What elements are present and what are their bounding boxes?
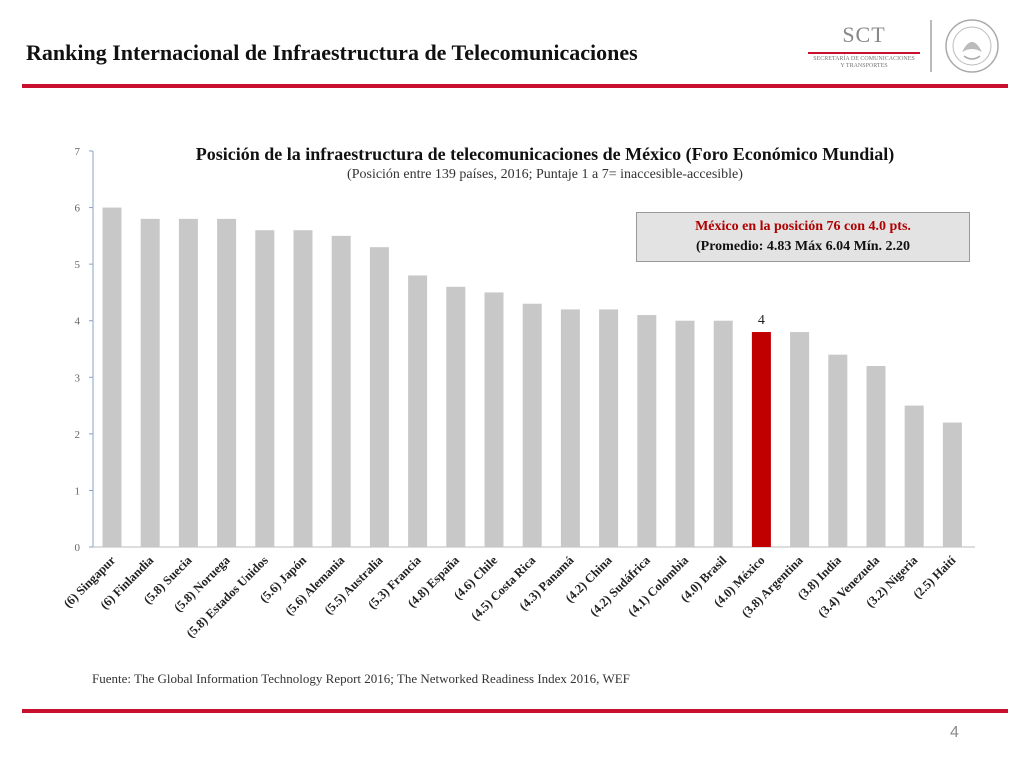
bar bbox=[942, 422, 962, 547]
data-label: 4 bbox=[758, 313, 765, 328]
callout-line-1: México en la posición 76 con 4.0 pts. bbox=[695, 219, 911, 234]
sct-logo: SCT SECRETARÍA DE COMUNICACIONES Y TRANS… bbox=[808, 22, 920, 74]
callout-line-2: (Promedio: 4.83 Máx 6.04 Mín. 2.20 bbox=[696, 239, 910, 254]
sct-logo-subtitle-2: Y TRANSPORTES bbox=[840, 63, 888, 69]
x-tick-label: (2.5) Haití bbox=[910, 553, 959, 602]
footer-rule bbox=[22, 709, 1008, 713]
bar-highlight bbox=[751, 332, 771, 547]
sct-logo-subtitle-1: SECRETARÍA DE COMUNICACIONES bbox=[813, 56, 915, 62]
y-tick-label: 5 bbox=[75, 259, 81, 271]
bar bbox=[102, 207, 122, 548]
national-seal-icon bbox=[945, 19, 999, 73]
sct-logo-text: SCT bbox=[842, 22, 886, 47]
page-number: 4 bbox=[950, 724, 959, 741]
bar bbox=[369, 247, 389, 547]
bar bbox=[178, 218, 198, 547]
y-tick-label: 0 bbox=[75, 542, 81, 554]
bar bbox=[331, 235, 351, 547]
sct-logo-rule bbox=[808, 52, 920, 54]
bar bbox=[904, 405, 924, 547]
sct-logo-subtitle: SECRETARÍA DE COMUNICACIONES Y TRANSPORT… bbox=[808, 56, 920, 70]
mexico-callout-box: México en la posición 76 con 4.0 pts. (P… bbox=[636, 212, 970, 262]
bar bbox=[675, 320, 695, 547]
bar bbox=[293, 230, 313, 547]
source-note: Fuente: The Global Information Technolog… bbox=[92, 671, 630, 686]
chart-title: Posición de la infraestructura de teleco… bbox=[195, 144, 895, 164]
bar bbox=[713, 320, 733, 547]
bar bbox=[408, 275, 428, 547]
header-rule bbox=[22, 84, 1008, 88]
bar bbox=[637, 315, 657, 547]
bar bbox=[522, 303, 542, 547]
bar bbox=[866, 365, 886, 547]
y-tick-label: 7 bbox=[75, 146, 81, 158]
slide-title: Ranking Internacional de Infraestructura… bbox=[26, 40, 638, 65]
bar bbox=[484, 292, 504, 547]
y-tick-label: 3 bbox=[75, 372, 81, 384]
bar bbox=[446, 286, 466, 547]
y-tick-label: 1 bbox=[75, 485, 81, 497]
bar bbox=[255, 230, 275, 547]
y-tick-label: 2 bbox=[75, 429, 81, 441]
bar bbox=[828, 354, 848, 547]
y-tick-label: 4 bbox=[75, 316, 81, 328]
bar bbox=[140, 218, 160, 547]
bar bbox=[560, 309, 580, 547]
y-tick-label: 6 bbox=[75, 203, 81, 215]
bar bbox=[217, 218, 237, 547]
chart-subtitle: (Posición entre 139 países, 2016; Puntaj… bbox=[347, 167, 743, 182]
bar bbox=[599, 309, 619, 547]
logo-separator bbox=[930, 20, 932, 72]
bar bbox=[790, 332, 810, 547]
